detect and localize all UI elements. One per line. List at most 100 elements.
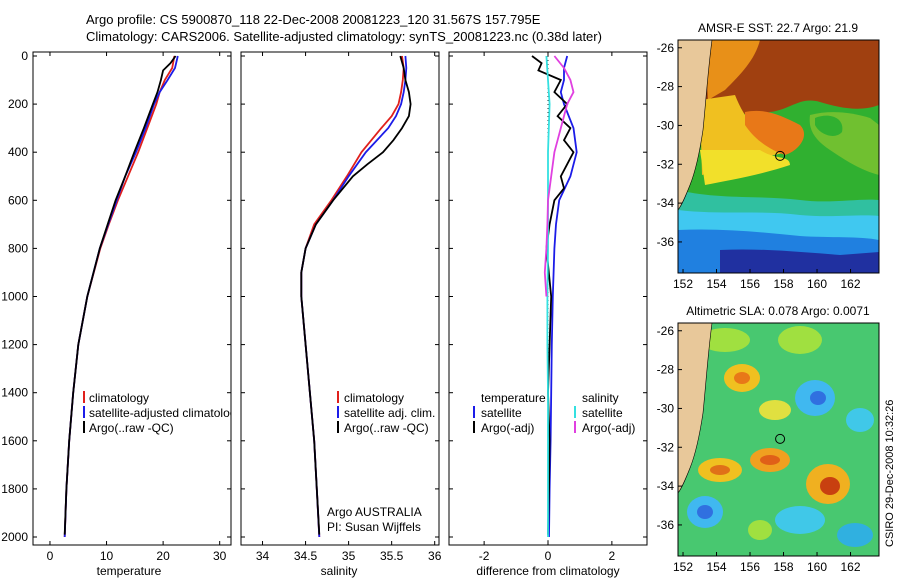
map-x-tick-label: 156: [740, 277, 760, 291]
difference-series: [531, 55, 578, 538]
difference-axes: -2 0 2: [449, 52, 647, 563]
sla-map-ticks: 152 154 156 158 160 162 -26 -28 -30 -32 -34 -36: [657, 324, 861, 574]
x-tick-label: 34.5: [294, 549, 318, 563]
x-tick-label: 20: [156, 549, 170, 563]
y-tick-label: 0: [21, 49, 28, 63]
legend-label-climatology: climatology: [89, 391, 149, 405]
x-tick-label: 2: [609, 549, 616, 563]
map-y-tick-label: -36: [657, 235, 675, 249]
x-tick-label: 30: [213, 549, 227, 563]
series-line-argo-raw-qc-: [63, 55, 177, 535]
legend-label-argo: Argo(..raw -QC): [344, 421, 429, 435]
y-tick-label: 1800: [1, 482, 28, 496]
sst-map: AMSR-E SST: 22.7 Argo: 21.9 152 154 156 158…: [657, 21, 880, 291]
temperature-legend: climatology satellite-adjusted climatolo…: [83, 391, 242, 435]
map-y-tick-label: -26: [657, 41, 675, 55]
legend-heading-salinity: salinity: [582, 391, 619, 405]
map-y-tick-label: -34: [657, 479, 675, 493]
y-tick-label: 1600: [1, 434, 28, 448]
temperature-panel: 0 10 20 30 0 200 400 600 800 1000 1200 1400 1600 1800…: [1, 49, 242, 578]
salinity-panel-frame: [240, 51, 440, 546]
sst-map-ticks: 152 154 156 158 160 162 -26 -28 -30 -32 -34 -36: [657, 41, 861, 291]
legend-swatch-satellite: [83, 406, 85, 418]
sst-map-field: [678, 40, 879, 273]
temperature-series: [63, 55, 179, 538]
header-line-2: Climatology: CARS2006. Satellite-adjuste…: [86, 29, 602, 44]
legend-label-satellite: satellite-adjusted climatology: [89, 406, 242, 420]
map-y-tick-label: -32: [657, 440, 675, 454]
map-x-tick-label: 154: [707, 560, 727, 574]
map-y-tick-label: -32: [657, 157, 675, 171]
difference-panel: -2 0 2 difference from climatology tempera…: [448, 51, 648, 578]
legend-heading-temperature: temperature: [481, 391, 546, 405]
x-tick-label: 0: [545, 549, 552, 563]
legend-swatch-climatology: [83, 391, 85, 403]
y-tick-label: 2000: [1, 530, 28, 544]
x-tick-label: 35.5: [380, 549, 404, 563]
difference-xlabel: difference from climatology: [476, 564, 619, 578]
legend-label-temp-argo: Argo(-adj): [481, 421, 534, 435]
map-y-tick-label: -36: [657, 518, 675, 532]
x-tick-label: 34: [256, 549, 270, 563]
legend-label-climatology: climatology: [344, 391, 404, 405]
legend-swatch-argo: [83, 421, 85, 433]
difference-legend-salinity: salinity satellite Argo(-adj): [574, 391, 635, 435]
y-tick-label: 600: [8, 193, 28, 207]
map-y-tick-label: -30: [657, 401, 675, 415]
temperature-panel-frame: [32, 51, 232, 546]
legend-label-temp-satellite: satellite: [481, 406, 522, 420]
difference-legend-temperature: temperature satellite Argo(-adj): [473, 391, 546, 435]
map-y-tick-label: -30: [657, 118, 675, 132]
argo-note-line-1: Argo AUSTRALIA: [327, 505, 422, 519]
temperature-axes: 0 10 20 30 0 200 400 600 800 1000 1200 1400 1600 1800…: [1, 49, 231, 563]
map-x-tick-label: 154: [707, 277, 727, 291]
legend-swatch-sal-satellite: [574, 406, 576, 418]
legend-label-satellite: satellite adj. clim.: [344, 406, 435, 420]
legend-label-sal-satellite: satellite: [582, 406, 623, 420]
header-line-1: Argo profile: CS 5900870_118 22-Dec-2008…: [86, 12, 541, 27]
y-tick-label: 200: [8, 97, 28, 111]
argo-note-line-2: PI: Susan Wijffels: [327, 520, 421, 534]
legend-swatch-satellite: [337, 406, 339, 418]
y-tick-label: 1200: [1, 338, 28, 352]
map-x-tick-label: 152: [673, 277, 693, 291]
legend-swatch-sal-argo: [574, 421, 576, 433]
map-y-tick-label: -26: [657, 324, 675, 338]
salinity-axes: 34 34.5 35 35.5 36: [241, 52, 442, 563]
series-line-salinity-satellite: [545, 55, 551, 537]
map-y-tick-label: -34: [657, 196, 675, 210]
sla-map-title: Altimetric SLA: 0.078 Argo: 0.0071: [686, 304, 870, 318]
y-tick-label: 400: [8, 145, 28, 159]
series-line-temperature-satellite: [548, 55, 578, 538]
map-x-tick-label: 152: [673, 560, 693, 574]
timestamp-stamp: CSIRO 29-Dec-2008 10:32:26: [884, 400, 896, 547]
map-x-tick-label: 162: [841, 277, 861, 291]
salinity-series: [300, 55, 412, 538]
map-x-tick-label: 162: [841, 560, 861, 574]
series-line-argo-raw-qc-: [300, 55, 412, 535]
map-x-tick-label: 160: [807, 560, 827, 574]
legend-swatch-climatology: [337, 391, 339, 403]
x-tick-label: 35: [342, 549, 356, 563]
legend-label-sal-argo: Argo(-adj): [582, 421, 635, 435]
y-tick-label: 1000: [1, 290, 28, 304]
y-tick-label: 800: [8, 241, 28, 255]
sst-map-title: AMSR-E SST: 22.7 Argo: 21.9: [698, 21, 858, 35]
legend-swatch-temp-argo: [473, 421, 475, 433]
salinity-xlabel: salinity: [321, 564, 358, 578]
x-tick-label: -2: [479, 549, 490, 563]
map-x-tick-label: 156: [740, 560, 760, 574]
map-x-tick-label: 158: [774, 277, 794, 291]
x-tick-label: 36: [428, 549, 442, 563]
sla-map-field: [678, 323, 879, 556]
map-x-tick-label: 158: [774, 560, 794, 574]
sla-float-marker: [775, 433, 786, 444]
legend-label-argo: Argo(..raw -QC): [89, 421, 174, 435]
sst-float-marker: [775, 150, 786, 161]
legend-swatch-temp-satellite: [473, 406, 475, 418]
x-tick-label: 10: [100, 549, 114, 563]
legend-swatch-argo: [337, 421, 339, 433]
map-x-tick-label: 160: [807, 277, 827, 291]
x-tick-label: 0: [47, 549, 54, 563]
